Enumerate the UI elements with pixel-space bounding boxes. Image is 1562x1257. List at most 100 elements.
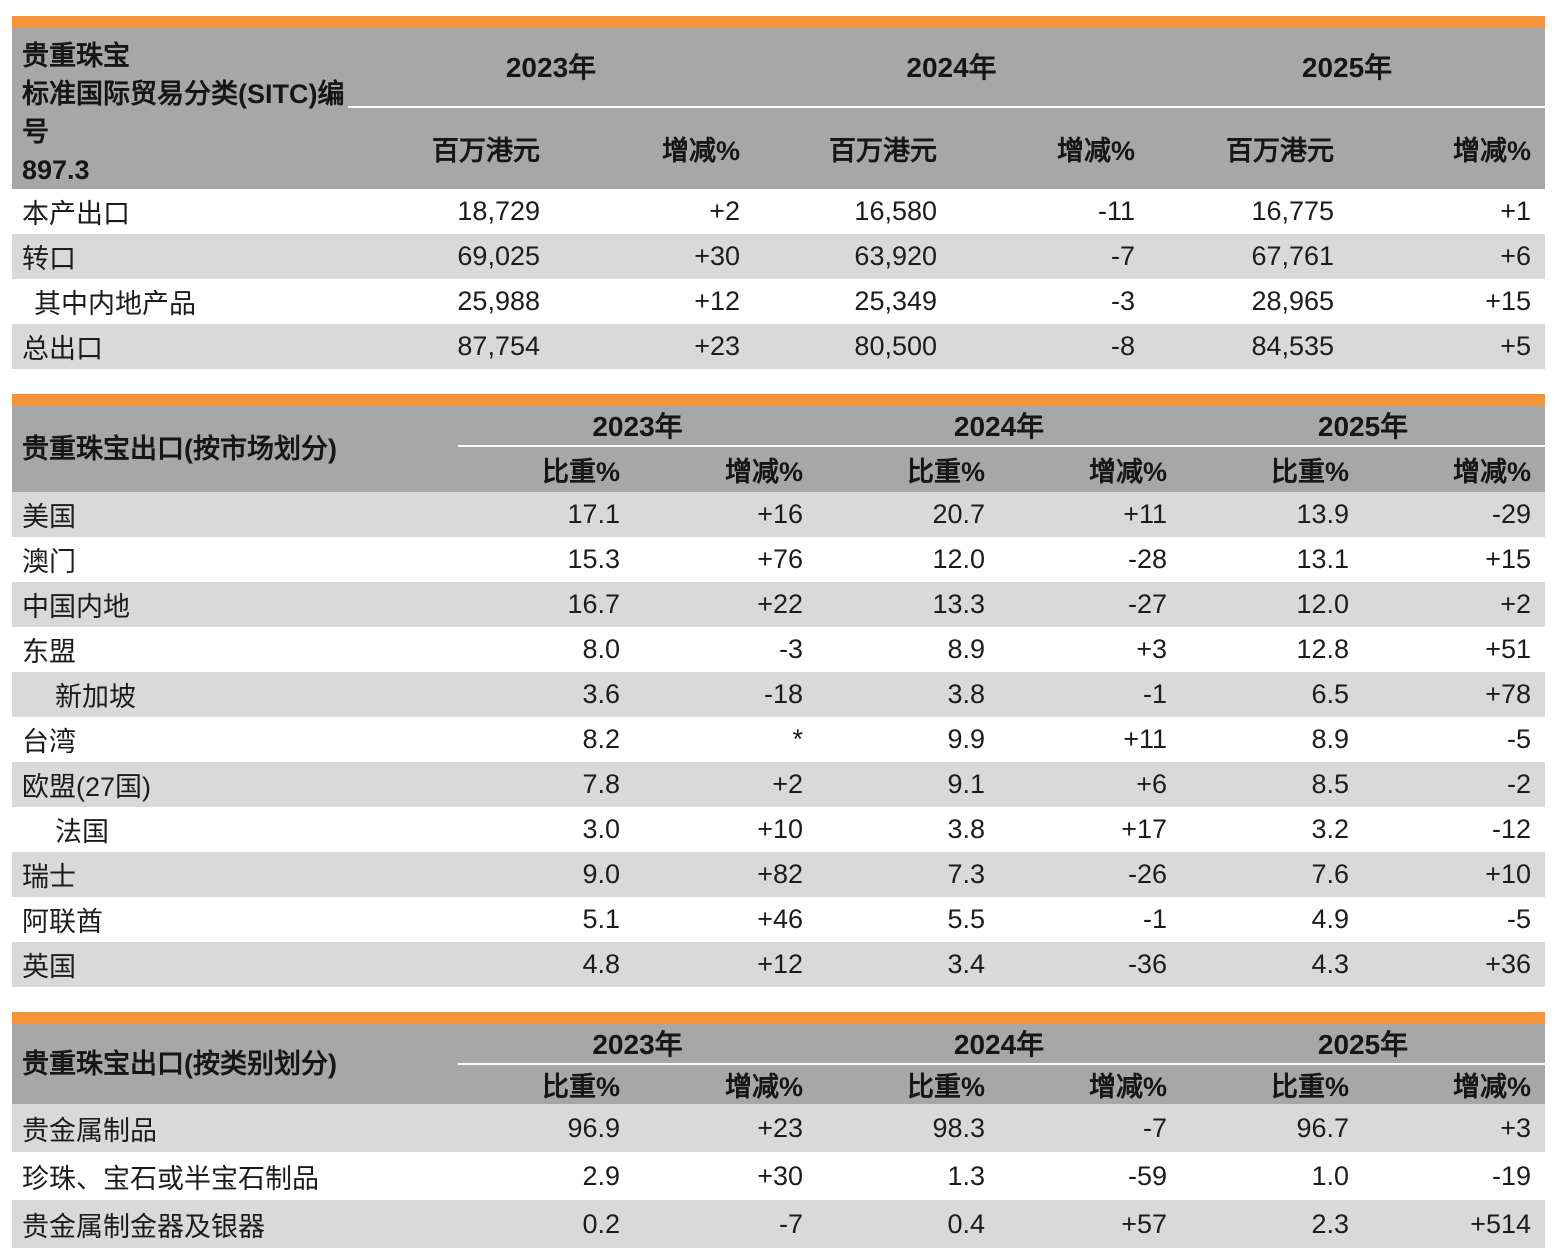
value-cell: -2 bbox=[1507, 769, 1532, 799]
category-table-section: 贵重珠宝出口(按类别划分) 2023年 2024年 2025年 比重% 增减% … bbox=[12, 1012, 1546, 1248]
value-cell: +22 bbox=[757, 589, 804, 619]
row-label: 转口 bbox=[22, 244, 76, 274]
value-cell: +30 bbox=[757, 1160, 804, 1191]
subheader: 比重% bbox=[1181, 1064, 1364, 1104]
category-table: 贵重珠宝出口(按类别划分) 2023年 2024年 2025年 比重% 增减% … bbox=[12, 1023, 1546, 1248]
value-cell: -5 bbox=[1507, 724, 1532, 754]
row-label: 法国 bbox=[55, 817, 109, 847]
table3-title: 贵重珠宝出口(按类别划分) bbox=[12, 1023, 458, 1104]
value-cell: 12.0 bbox=[932, 544, 986, 574]
value-cell: 13.3 bbox=[932, 589, 986, 619]
value-cell: +15 bbox=[1485, 286, 1532, 316]
value-cell: +23 bbox=[694, 331, 741, 361]
value-cell: -1 bbox=[1143, 679, 1168, 709]
row-label: 台湾 bbox=[22, 727, 76, 757]
value-cell: 1.0 bbox=[1311, 1160, 1350, 1191]
value-cell: 5.5 bbox=[947, 904, 986, 934]
table-row: 东盟 8.0 -3 8.9 +3 12.8 +51 bbox=[12, 627, 1545, 672]
row-label: 阿联酋 bbox=[22, 907, 103, 937]
table-row: 澳门 15.3 +76 12.0 -28 13.1 +15 bbox=[12, 537, 1545, 582]
row-label: 东盟 bbox=[22, 637, 76, 667]
value-cell: +17 bbox=[1121, 814, 1168, 844]
value-cell: 8.9 bbox=[1311, 724, 1350, 754]
value-cell: -59 bbox=[1128, 1160, 1168, 1191]
value-cell: 12.0 bbox=[1296, 589, 1350, 619]
value-cell: 20.7 bbox=[932, 499, 986, 529]
value-cell: +2 bbox=[709, 196, 741, 226]
value-cell: -7 bbox=[1143, 1112, 1168, 1143]
subheader: 百万港元 bbox=[1149, 106, 1349, 189]
value-cell: 0.2 bbox=[582, 1208, 620, 1239]
value-cell: 3.4 bbox=[947, 949, 986, 979]
value-cell: 0.4 bbox=[947, 1208, 986, 1239]
subheader: 比重% bbox=[817, 446, 1000, 492]
value-cell: +6 bbox=[1500, 241, 1532, 271]
table1-title: 贵重珠宝 标准国际贸易分类(SITC)编号 897.3 bbox=[12, 27, 348, 189]
table-row: 新加坡 3.6 -18 3.8 -1 6.5 +78 bbox=[12, 672, 1546, 717]
value-cell: 96.9 bbox=[567, 1112, 620, 1143]
row-label: 中国内地 bbox=[22, 592, 130, 622]
accent-bar bbox=[12, 16, 1545, 27]
value-cell: 16,580 bbox=[854, 196, 938, 226]
row-label: 新加坡 bbox=[55, 682, 136, 712]
value-cell: +1 bbox=[1500, 196, 1532, 226]
table1-title-line2: 标准国际贸易分类(SITC)编号 bbox=[22, 79, 345, 147]
row-label: 澳门 bbox=[22, 547, 76, 577]
row-label: 美国 bbox=[22, 502, 76, 532]
accent-bar bbox=[12, 394, 1545, 405]
value-cell: +10 bbox=[757, 814, 804, 844]
year-header-2024: 2024年 bbox=[817, 1023, 1182, 1065]
table-row: 阿联酋 5.1 +46 5.5 -1 4.9 -5 bbox=[12, 897, 1545, 942]
value-cell: +5 bbox=[1500, 331, 1532, 361]
row-label: 其中内地产品 bbox=[34, 289, 196, 319]
year-header-2023: 2023年 bbox=[458, 405, 818, 447]
value-cell: 3.6 bbox=[582, 679, 620, 709]
value-cell: 25,988 bbox=[457, 286, 540, 316]
value-cell: +2 bbox=[772, 769, 804, 799]
value-cell: +16 bbox=[757, 499, 804, 529]
table-row: 英国 4.8 +12 3.4 -36 4.3 +36 bbox=[12, 942, 1546, 987]
table-row: 总出口 87,754 +23 80,500 -8 84,535 +5 bbox=[12, 324, 1546, 369]
value-cell: -28 bbox=[1128, 544, 1168, 574]
value-cell: 3.2 bbox=[1311, 814, 1350, 844]
value-cell: 13.9 bbox=[1296, 499, 1350, 529]
value-cell: 8.2 bbox=[582, 724, 620, 754]
sitc-table: 贵重珠宝 标准国际贸易分类(SITC)编号 897.3 2023年 2024年 … bbox=[12, 27, 1546, 369]
value-cell: 3.0 bbox=[582, 814, 620, 844]
value-cell: -7 bbox=[1111, 241, 1136, 271]
value-cell: 4.3 bbox=[1311, 949, 1350, 979]
row-label: 总出口 bbox=[22, 334, 103, 364]
value-cell: 9.0 bbox=[582, 859, 620, 889]
value-cell: +46 bbox=[757, 904, 804, 934]
year-header-2025: 2025年 bbox=[1181, 1023, 1546, 1065]
value-cell: +514 bbox=[1470, 1208, 1532, 1239]
row-label: 珍珠、宝石或半宝石制品 bbox=[22, 1163, 319, 1194]
row-label: 本产出口 bbox=[22, 199, 130, 229]
value-cell: -29 bbox=[1492, 499, 1532, 529]
value-cell: 16.7 bbox=[567, 589, 620, 619]
table-row: 转口 69,025 +30 63,920 -7 67,761 +6 bbox=[12, 234, 1546, 279]
year-header-2024: 2024年 bbox=[754, 27, 1150, 108]
table-row: 本产出口 18,729 +2 16,580 -11 16,775 +1 bbox=[12, 189, 1545, 234]
value-cell: -7 bbox=[779, 1208, 804, 1239]
subheader: 增减% bbox=[999, 1064, 1182, 1104]
subheader: 百万港元 bbox=[348, 106, 554, 189]
subheader: 比重% bbox=[817, 1064, 1000, 1104]
subheader: 增减% bbox=[634, 446, 818, 492]
value-cell: +6 bbox=[1136, 769, 1168, 799]
market-table-section: 贵重珠宝出口(按市场划分) 2023年 2024年 2025年 比重% 增减% … bbox=[12, 394, 1546, 987]
subheader: 比重% bbox=[458, 1064, 634, 1104]
row-label: 瑞士 bbox=[22, 862, 76, 892]
subheader: 增减% bbox=[634, 1064, 818, 1104]
value-cell: -5 bbox=[1507, 904, 1532, 934]
table2-title: 贵重珠宝出口(按市场划分) bbox=[12, 405, 458, 492]
value-cell: +12 bbox=[757, 949, 804, 979]
value-cell: -8 bbox=[1111, 331, 1136, 361]
table-row: 珍珠、宝石或半宝石制品 2.9 +30 1.3 -59 1.0 -19 bbox=[12, 1152, 1545, 1200]
subheader: 增减% bbox=[554, 106, 755, 189]
subheader: 增减% bbox=[1363, 446, 1546, 492]
table-row: 其中内地产品 25,988 +12 25,349 -3 28,965 +15 bbox=[12, 279, 1545, 324]
value-cell: 9.9 bbox=[947, 724, 986, 754]
value-cell: +57 bbox=[1121, 1208, 1168, 1239]
value-cell: 17.1 bbox=[567, 499, 620, 529]
